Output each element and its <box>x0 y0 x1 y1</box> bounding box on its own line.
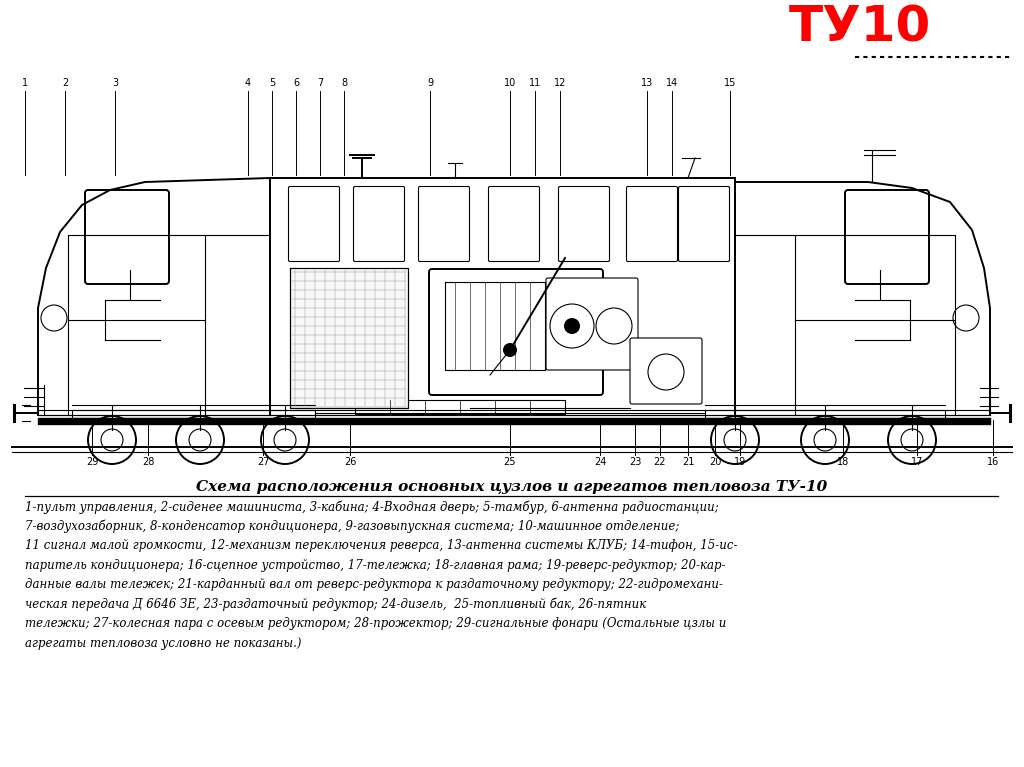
Text: 21: 21 <box>682 457 694 467</box>
Text: ческая передача Д 6646 ЗЕ, 23-раздаточный редуктор; 24-дизель,  25-топливный бак: ческая передача Д 6646 ЗЕ, 23-раздаточны… <box>25 597 646 611</box>
Circle shape <box>503 343 517 357</box>
FancyBboxPatch shape <box>558 186 609 262</box>
Circle shape <box>564 318 580 334</box>
FancyBboxPatch shape <box>627 186 678 262</box>
Text: 12: 12 <box>554 78 566 88</box>
Bar <box>290 268 408 408</box>
Text: 6: 6 <box>293 78 299 88</box>
Text: 20: 20 <box>709 457 721 467</box>
Text: 22: 22 <box>653 457 667 467</box>
FancyBboxPatch shape <box>419 186 469 262</box>
Text: 1-пульт управления, 2-сиденее машиниста, 3-кабина; 4-Входная дверь; 5-тамбур, 6-: 1-пульт управления, 2-сиденее машиниста,… <box>25 500 719 513</box>
Text: ТУ10: ТУ10 <box>788 4 931 52</box>
Text: 28: 28 <box>141 457 155 467</box>
FancyBboxPatch shape <box>289 186 340 262</box>
Text: 15: 15 <box>724 78 736 88</box>
Text: 16: 16 <box>987 457 999 467</box>
FancyBboxPatch shape <box>845 190 929 284</box>
FancyBboxPatch shape <box>353 186 404 262</box>
Text: 4: 4 <box>245 78 251 88</box>
Text: 3: 3 <box>112 78 118 88</box>
Text: 13: 13 <box>641 78 653 88</box>
Text: 2: 2 <box>61 78 69 88</box>
FancyBboxPatch shape <box>488 186 540 262</box>
Text: 9: 9 <box>427 78 433 88</box>
Bar <box>355 400 565 414</box>
Text: 11: 11 <box>528 78 541 88</box>
Text: 27: 27 <box>257 457 269 467</box>
Text: 1: 1 <box>22 78 28 88</box>
Text: 17: 17 <box>910 457 924 467</box>
Text: данные валы тележек; 21-карданный вал от реверс-редуктора к раздаточному редукто: данные валы тележек; 21-карданный вал от… <box>25 578 723 591</box>
Text: 7: 7 <box>316 78 324 88</box>
Text: 7-воздухозаборник, 8-конденсатор кондиционера, 9-газовыпускная система; 10-машин: 7-воздухозаборник, 8-конденсатор кондици… <box>25 519 679 533</box>
FancyBboxPatch shape <box>679 186 729 262</box>
Text: 14: 14 <box>666 78 678 88</box>
FancyBboxPatch shape <box>429 269 603 395</box>
FancyBboxPatch shape <box>630 338 702 404</box>
Text: 8: 8 <box>341 78 347 88</box>
Text: 5: 5 <box>269 78 275 88</box>
Text: паритель кондиционера; 16-сцепное устройство, 17-тележка; 18-главная рама; 19-ре: паритель кондиционера; 16-сцепное устрой… <box>25 558 725 571</box>
Text: 26: 26 <box>344 457 356 467</box>
Text: агрегаты тепловоза условно не показаны.): агрегаты тепловоза условно не показаны.) <box>25 637 301 650</box>
FancyBboxPatch shape <box>85 190 169 284</box>
Text: Схема расположения основных цузлов и агрегатов тепловоза ТУ-10: Схема расположения основных цузлов и агр… <box>197 480 827 494</box>
Text: 11 сигнал малой громкости, 12-механизм переключения реверса, 13-антенна системы : 11 сигнал малой громкости, 12-механизм п… <box>25 539 737 552</box>
Text: 24: 24 <box>594 457 606 467</box>
Text: 29: 29 <box>86 457 98 467</box>
Text: 18: 18 <box>837 457 849 467</box>
Text: 19: 19 <box>734 457 746 467</box>
Text: тележки; 27-колесная пара с осевым редуктором; 28-прожектор; 29-сигнальные фонар: тележки; 27-колесная пара с осевым редук… <box>25 617 726 630</box>
Text: 25: 25 <box>504 457 516 467</box>
Text: 23: 23 <box>629 457 641 467</box>
Text: 10: 10 <box>504 78 516 88</box>
FancyBboxPatch shape <box>546 278 638 370</box>
